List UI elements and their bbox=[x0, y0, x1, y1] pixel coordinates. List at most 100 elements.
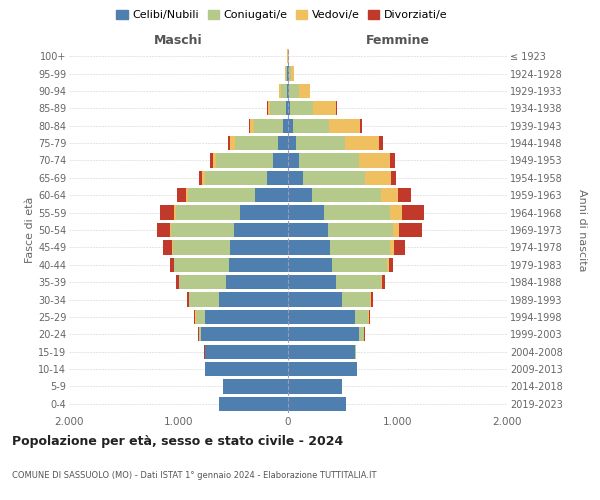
Bar bbox=[391, 206, 402, 220]
Bar bbox=[288, 380, 341, 394]
Bar bbox=[391, 154, 395, 168]
Bar bbox=[188, 188, 255, 202]
Bar bbox=[199, 170, 202, 185]
Bar bbox=[157, 223, 170, 237]
Bar bbox=[286, 101, 288, 116]
Bar bbox=[288, 188, 311, 202]
Bar bbox=[177, 188, 186, 202]
Bar bbox=[400, 223, 422, 237]
Bar bbox=[163, 240, 172, 254]
Bar bbox=[289, 66, 291, 80]
Bar bbox=[382, 275, 385, 289]
Bar bbox=[332, 258, 387, 272]
Bar bbox=[398, 188, 411, 202]
Bar bbox=[391, 170, 396, 185]
Bar bbox=[391, 240, 394, 254]
Bar bbox=[288, 258, 332, 272]
Bar bbox=[293, 118, 329, 133]
Bar bbox=[205, 170, 267, 185]
Bar bbox=[226, 275, 288, 289]
Bar bbox=[328, 223, 392, 237]
Bar bbox=[205, 362, 288, 376]
Bar bbox=[330, 240, 391, 254]
Bar bbox=[186, 188, 188, 202]
Bar bbox=[190, 292, 219, 306]
Bar bbox=[392, 223, 400, 237]
Bar bbox=[283, 118, 288, 133]
Bar bbox=[170, 223, 171, 237]
Bar bbox=[361, 118, 362, 133]
Bar bbox=[176, 206, 240, 220]
Bar bbox=[288, 101, 290, 116]
Bar bbox=[394, 240, 406, 254]
Bar bbox=[267, 101, 268, 116]
Bar bbox=[254, 118, 283, 133]
Bar bbox=[272, 154, 288, 168]
Bar bbox=[171, 223, 235, 237]
Bar bbox=[235, 223, 288, 237]
Bar bbox=[364, 327, 365, 342]
Bar bbox=[199, 327, 202, 342]
Bar bbox=[268, 101, 270, 116]
Bar bbox=[288, 362, 357, 376]
Bar bbox=[288, 136, 296, 150]
Bar bbox=[355, 310, 368, 324]
Bar bbox=[270, 101, 286, 116]
Bar bbox=[342, 292, 370, 306]
Bar bbox=[213, 154, 216, 168]
Bar bbox=[371, 292, 373, 306]
Bar bbox=[172, 240, 173, 254]
Bar bbox=[194, 310, 196, 324]
Bar bbox=[174, 258, 229, 272]
Bar bbox=[249, 118, 250, 133]
Bar bbox=[216, 154, 272, 168]
Bar bbox=[288, 154, 299, 168]
Bar bbox=[288, 84, 289, 98]
Bar bbox=[288, 344, 355, 359]
Bar bbox=[179, 275, 226, 289]
Bar bbox=[160, 206, 175, 220]
Bar bbox=[290, 101, 313, 116]
Bar bbox=[278, 136, 288, 150]
Bar bbox=[175, 206, 176, 220]
Bar bbox=[323, 206, 391, 220]
Bar bbox=[176, 275, 179, 289]
Bar bbox=[389, 258, 394, 272]
Bar bbox=[335, 275, 380, 289]
Bar bbox=[286, 66, 287, 80]
Bar bbox=[210, 154, 213, 168]
Text: Maschi: Maschi bbox=[154, 34, 203, 48]
Bar bbox=[219, 292, 288, 306]
Bar bbox=[250, 118, 254, 133]
Bar bbox=[387, 258, 389, 272]
Bar bbox=[288, 396, 346, 411]
Bar bbox=[267, 170, 288, 185]
Bar bbox=[402, 206, 424, 220]
Bar bbox=[299, 154, 359, 168]
Bar bbox=[379, 136, 383, 150]
Bar bbox=[230, 136, 235, 150]
Bar bbox=[365, 170, 391, 185]
Bar bbox=[230, 240, 288, 254]
Bar bbox=[279, 84, 281, 98]
Bar bbox=[359, 154, 391, 168]
Bar bbox=[170, 258, 174, 272]
Bar bbox=[205, 310, 288, 324]
Bar bbox=[205, 344, 288, 359]
Bar bbox=[202, 327, 288, 342]
Bar bbox=[223, 380, 288, 394]
Bar bbox=[370, 292, 371, 306]
Bar bbox=[288, 170, 303, 185]
Bar bbox=[329, 118, 361, 133]
Bar bbox=[287, 84, 288, 98]
Bar bbox=[345, 136, 379, 150]
Bar bbox=[288, 223, 328, 237]
Bar bbox=[288, 310, 355, 324]
Bar bbox=[288, 206, 323, 220]
Text: COMUNE DI SASSUOLO (MO) - Dati ISTAT 1° gennaio 2024 - Elaborazione TUTTITALIA.I: COMUNE DI SASSUOLO (MO) - Dati ISTAT 1° … bbox=[12, 470, 377, 480]
Bar bbox=[288, 240, 330, 254]
Bar bbox=[187, 292, 189, 306]
Bar bbox=[369, 310, 370, 324]
Bar bbox=[288, 118, 293, 133]
Y-axis label: Anni di nascita: Anni di nascita bbox=[577, 188, 587, 271]
